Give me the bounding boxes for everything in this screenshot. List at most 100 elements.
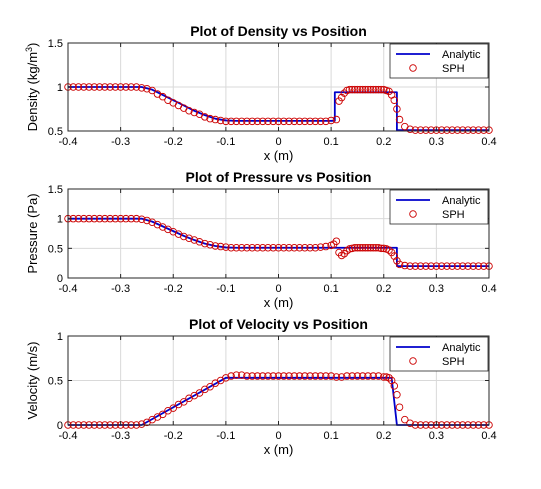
pressure-sph-point [353,243,362,252]
velocity-sph-point [369,372,377,380]
pressure-sph-point [222,243,230,251]
density-sph-point [95,83,104,91]
density-sph-point [390,96,399,104]
pressure-sph-point [285,243,293,252]
density-sph-point [185,107,193,115]
pressure-sph-point [132,214,141,223]
velocity-sph-point [264,372,272,380]
velocity-sph-point [280,372,288,380]
pressure-x-tick-label: 0.4 [481,283,496,295]
density-sph-point [206,114,214,123]
pressure-sph-point [416,262,425,270]
velocity-sph-point [180,398,188,406]
density-sph-point [85,83,93,91]
pressure-sph-point [280,243,288,252]
velocity-sph-point [269,372,277,380]
pressure-y-tick-label: 1.5 [48,184,63,196]
pressure-sph-point [345,245,354,253]
density-legend-box [389,43,489,79]
pressure-sph-point [458,262,467,270]
pressure-sph-point [469,262,477,270]
density-y-axis-label-main: Density (kg/m [25,52,40,131]
pressure-sph-point [122,214,130,223]
density-sph-point [269,117,277,126]
pressure-sph-point [137,215,146,224]
density-sph-point [237,117,246,126]
density-sph-point [116,83,125,91]
density-legend-sph-swatch [409,64,417,72]
velocity-sph-point [364,372,372,380]
density-sph-point [337,93,346,102]
pressure-x-tick-label: 0 [275,283,281,295]
pressure-sph-point [264,243,272,252]
density-sph-point [458,126,467,134]
density-sph-point [90,83,99,91]
velocity-sph-point [327,372,335,380]
pressure-x-tick-label: -0.3 [111,283,130,295]
pressure-sph-point [437,262,446,270]
density-x-tick-label: -0.3 [111,136,130,148]
pressure-sph-point [311,243,320,252]
pressure-sph-point [101,214,109,223]
velocity-y-tick-label: 1 [57,331,63,343]
density-sph-point [322,117,330,126]
pressure-x-tick-label: -0.2 [164,283,183,295]
velocity-sph-point [380,373,388,381]
velocity-sph-point [395,403,404,411]
density-sph-point [127,83,135,91]
density-sph-point [351,85,359,94]
velocity-x-tick-label: -0.2 [164,430,183,442]
density-chart-title: Plot of Density vs Position [190,23,367,39]
velocity-legend-box [389,336,489,372]
density-sph-point [348,85,356,94]
velocity-legend-sph-label: SPH [442,356,465,368]
density-y-axis-label: Density (kg/m3) [24,43,40,132]
density-axes: -0.4 -0.3 -0.2 -0.1 0 0.1 0.2 0.3 0.4 0.5 1 1.5 [48,38,497,148]
density-x-tick-label: 0.2 [376,136,391,148]
pressure-sph-point [206,241,214,249]
density-sph-point [285,117,293,126]
density-sph-point [158,92,167,101]
pressure-legend-box [389,189,489,225]
density-x-axis-label: x (m) [264,148,294,163]
velocity-x-tick-label: 0.1 [323,430,338,442]
pressure-sph-point [369,243,377,252]
velocity-sph-point [401,415,409,424]
velocity-sph-point [322,372,330,380]
velocity-x-tick-label: 0.2 [376,430,391,442]
pressure-sph-point [269,243,277,252]
pressure-sph-point [358,243,367,252]
velocity-sph-point [285,372,293,380]
density-sph-point [295,117,304,126]
pressure-sph-point [274,243,283,252]
density-sph-point [80,83,88,91]
pressure-sph-point [195,238,204,246]
pressure-sph-point [180,232,188,241]
pressure-y-tick-label: 0 [57,273,63,285]
pressure-x-tick-label: -0.4 [59,283,78,295]
density-sph-point [411,126,420,134]
pressure-sph-point [364,243,372,252]
pressure-sph-point [232,243,241,252]
density-sph-point [201,113,209,121]
pressure-sph-point [185,234,193,242]
velocity-sph-point [332,373,341,381]
density-sph-point [74,83,83,91]
pressure-sph-point [201,239,209,248]
density-x-tick-label: -0.2 [164,136,183,148]
density-sph-point [143,85,151,93]
pressure-y-axis-label-main: Pressure (Pa) [25,193,40,273]
pressure-legend-sph-label: SPH [442,209,465,221]
velocity-chart-title: Plot of Velocity vs Position [189,316,368,332]
density-sph-point [479,126,488,134]
velocity-sph-point [222,374,230,382]
pressure-sph-point [85,214,93,223]
velocity-sph-point [274,372,283,380]
velocity-sph-point [295,372,304,380]
density-sph-point [222,117,230,126]
density-sph-point [374,85,383,94]
velocity-sph-point [290,372,299,380]
pressure-sph-point [116,214,125,223]
density-sph-point [474,126,483,134]
